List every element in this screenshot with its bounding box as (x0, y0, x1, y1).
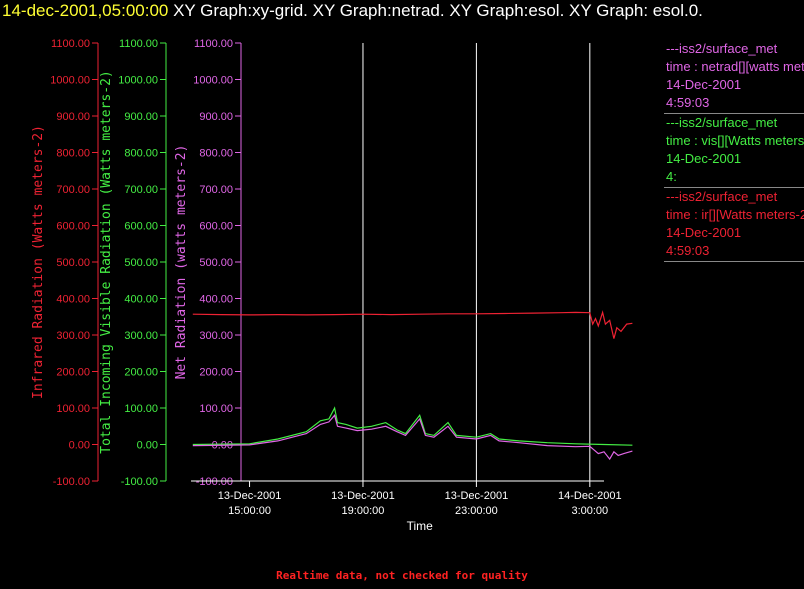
y-tick-label: 600.00 (124, 221, 158, 233)
y-axis-title: Infrared Radiation (Watts meters-2) (31, 125, 46, 399)
y-tick-label: 0.00 (69, 440, 90, 452)
y-tick-label: 1000.00 (118, 75, 158, 87)
x-tick-label: 13-Dec-2001 (445, 490, 509, 502)
y-tick-label: 1100.00 (194, 38, 233, 50)
y-tick-label: 700.00 (124, 184, 158, 196)
y-tick-label: 500.00 (199, 257, 233, 269)
y-tick-label: -100.00 (53, 476, 90, 488)
y-tick-label: 500.00 (124, 257, 158, 269)
x-tick-label: 15:00:00 (228, 505, 271, 517)
legend-variable: time : vis[][Watts meters-2] (666, 133, 804, 148)
y-tick-label: 400.00 (124, 294, 158, 306)
x-tick-label: 13-Dec-2001 (331, 490, 395, 502)
y-axis-title: Net Radiation (watts meters-2) (174, 145, 189, 380)
y-tick-label: 600.00 (56, 221, 90, 233)
y-tick-label: 300.00 (56, 330, 90, 342)
y-tick-label: 700.00 (199, 184, 233, 196)
y-tick-label: 200.00 (56, 367, 90, 379)
quality-notice: Realtime data, not checked for quality (276, 569, 528, 582)
x-tick-label: 23:00:00 (455, 505, 498, 517)
series-line-vis (192, 406, 633, 446)
legend-time: 4:59:03 (666, 95, 710, 110)
legend-date: 14-Dec-2001 (666, 151, 742, 166)
y-tick-label: 600.00 (199, 221, 233, 233)
y-tick-label: 800.00 (124, 148, 158, 160)
y-tick-label: 900.00 (56, 111, 90, 123)
y-tick-label: 1000.00 (193, 75, 233, 87)
x-tick-label: 14-Dec-2001 (558, 490, 622, 502)
legend-variable: time : ir[][Watts meters-2] (666, 207, 804, 222)
y-tick-label: 400.00 (199, 294, 233, 306)
legend-variable: time : netrad[][watts meters-2] (666, 59, 804, 74)
legend-source: ---iss2/surface_met (666, 41, 778, 56)
legend-date: 14-Dec-2001 (666, 225, 742, 240)
y-tick-label: 900.00 (124, 111, 158, 123)
y-tick-label: 100.00 (199, 403, 233, 415)
y-axis-title: Total Incoming Visible Radiation (Watts … (99, 70, 114, 454)
legend-source: ---iss2/surface_met (666, 115, 778, 130)
y-tick-label: 700.00 (56, 184, 90, 196)
x-tick-label: 3:00:00 (571, 505, 608, 517)
y-tick-label: -100.00 (196, 476, 233, 488)
y-tick-label: 800.00 (56, 148, 90, 160)
title-graphs: XY Graph:xy-grid. XY Graph:netrad. XY Gr… (168, 1, 703, 20)
y-tick-label: 200.00 (199, 367, 233, 379)
y-tick-label: 400.00 (56, 294, 90, 306)
title-timestamp: 14-dec-2001,05:00:00 (2, 1, 169, 20)
y-tick-label: 1000.00 (50, 75, 90, 87)
x-tick-label: 19:00:00 (342, 505, 385, 517)
window-title: 14-dec-2001,05:00:00 XY Graph:xy-grid. X… (2, 0, 802, 22)
y-tick-label: -100.00 (121, 476, 158, 488)
y-tick-label: 200.00 (124, 367, 158, 379)
legend-time: 4: (666, 169, 677, 184)
y-tick-label: 800.00 (199, 148, 233, 160)
y-tick-label: 1100.00 (119, 38, 158, 50)
legend-source: ---iss2/surface_met (666, 189, 778, 204)
y-tick-label: 100.00 (56, 403, 90, 415)
x-tick-label: 13-Dec-2001 (218, 490, 282, 502)
y-tick-label: 300.00 (124, 330, 158, 342)
y-tick-label: 0.00 (137, 440, 158, 452)
y-tick-label: 500.00 (56, 257, 90, 269)
y-tick-label: 300.00 (199, 330, 233, 342)
series-line-ir (192, 310, 633, 339)
legend-date: 14-Dec-2001 (666, 77, 742, 92)
y-tick-label: 1100.00 (51, 38, 90, 50)
x-axis-title: Time (407, 519, 434, 533)
y-tick-label: 900.00 (199, 111, 233, 123)
series-line-netrad (192, 414, 633, 461)
y-tick-label: 100.00 (124, 403, 158, 415)
legend-time: 4:59:03 (666, 243, 710, 258)
